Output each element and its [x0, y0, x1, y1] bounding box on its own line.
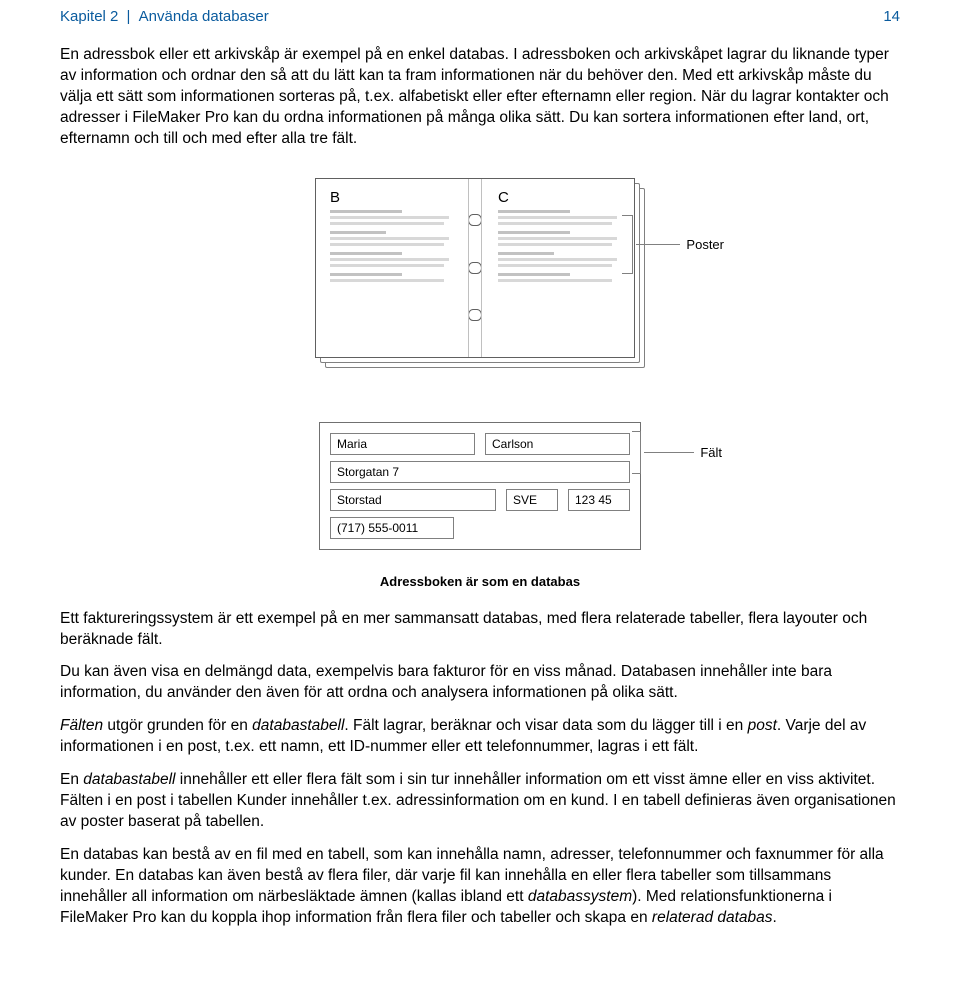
page-container: Kapitel 2 | Använda databaser 14 En adre… [0, 0, 960, 981]
em-databastabell2: databastabell [83, 771, 175, 788]
t: En [60, 771, 83, 788]
field-city: Storstad [330, 489, 496, 511]
bracket-icon [632, 431, 641, 474]
page-letter-c: C [498, 189, 622, 206]
entry [330, 231, 454, 246]
paragraph-2: Ett faktureringssystem är ett exempel på… [60, 609, 900, 651]
header-left: Kapitel 2 | Använda databaser [60, 8, 269, 25]
book-page-left: B [316, 179, 466, 357]
entry [498, 231, 622, 246]
falt-label: Fält [700, 445, 722, 460]
ring-icon [468, 309, 482, 321]
entry [330, 210, 454, 225]
t: innehåller ett eller flera fält som i si… [60, 771, 896, 830]
field-country: SVE [506, 489, 558, 511]
paragraph-4: Fälten utgör grunden för en databastabel… [60, 716, 900, 758]
paragraph-6: En databas kan bestå av en fil med en ta… [60, 845, 900, 929]
book-spine [466, 179, 484, 357]
poster-label: Poster [686, 237, 724, 252]
intro-text: En adressbok eller ett arkivskåp är exem… [60, 45, 900, 150]
field-postal: 123 45 [568, 489, 630, 511]
page-letter-b: B [330, 189, 454, 206]
diagram-caption: Adressboken är som en databas [380, 574, 580, 589]
em-post: post [748, 717, 777, 734]
t: . [773, 909, 777, 926]
entry [498, 210, 622, 225]
chapter-label: Kapitel 2 [60, 8, 118, 25]
paragraph-5: En databastabell innehåller ett eller fl… [60, 770, 900, 833]
page-number: 14 [883, 8, 900, 25]
callout-line [636, 244, 680, 245]
page-header: Kapitel 2 | Använda databaser 14 [60, 0, 900, 25]
field-phone: (717) 555-0011 [330, 517, 454, 539]
t: utgör grunden för en [103, 717, 252, 734]
entry [498, 273, 622, 282]
em-databassystem: databassystem [528, 888, 632, 905]
ring-icon [468, 214, 482, 226]
poster-callout: Poster [636, 237, 724, 252]
em-relaterad: relaterad databas [652, 909, 773, 926]
callout-line [644, 452, 694, 453]
card-row-city: Storstad SVE 123 45 [330, 489, 630, 511]
entry [330, 252, 454, 267]
record-card: Maria Carlson Storgatan 7 Storstad SVE 1… [319, 422, 641, 550]
card-row-phone: (717) 555-0011 [330, 517, 630, 539]
falt-callout: Fält [644, 445, 722, 460]
field-first-name: Maria [330, 433, 475, 455]
card-row-street: Storgatan 7 [330, 461, 630, 483]
t: . Fält lagrar, beräknar och visar data s… [344, 717, 747, 734]
book-row: B [315, 178, 645, 368]
diagram-area: B [60, 178, 900, 589]
book-stack: B [315, 178, 645, 368]
entry [330, 273, 454, 282]
header-separator: | [123, 8, 135, 25]
record-card-row: Maria Carlson Storgatan 7 Storstad SVE 1… [319, 422, 641, 550]
body-text-2: Ett faktureringssystem är ett exempel på… [60, 609, 900, 929]
card-row-name: Maria Carlson [330, 433, 630, 455]
book-page-right: C [484, 179, 634, 357]
entry [498, 252, 622, 267]
paragraph-3: Du kan även visa en delmängd data, exemp… [60, 662, 900, 704]
em-falten: Fälten [60, 717, 103, 734]
header-title: Använda databaser [139, 8, 269, 25]
ring-icon [468, 262, 482, 274]
bracket-icon [622, 215, 633, 274]
field-street: Storgatan 7 [330, 461, 630, 483]
em-databastabell: databastabell [252, 717, 344, 734]
paragraph-1: En adressbok eller ett arkivskåp är exem… [60, 45, 900, 150]
address-book: B [315, 178, 635, 358]
field-last-name: Carlson [485, 433, 630, 455]
